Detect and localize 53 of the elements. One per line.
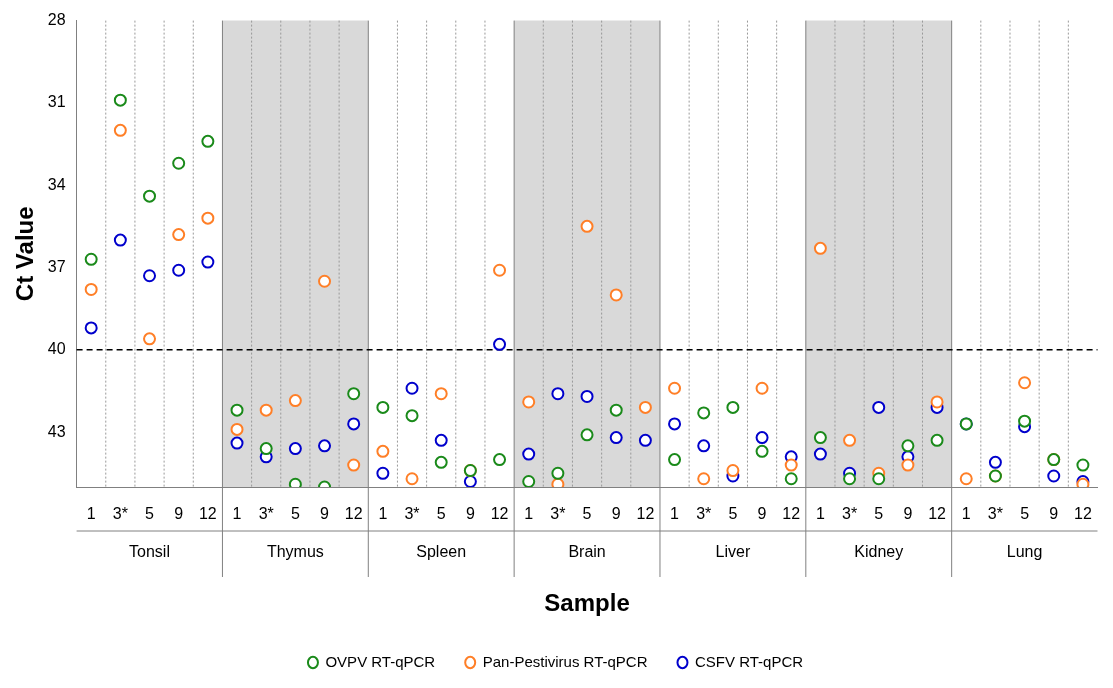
x-tick-label: 3*	[842, 505, 858, 523]
x-tick-label: 12	[782, 505, 801, 523]
x-tick-label: 5	[436, 505, 446, 523]
x-tick-label: 5	[728, 505, 738, 523]
x-tick-label: 3*	[987, 505, 1003, 523]
legend-label: Pan-Pestivirus RT-qPCR	[482, 652, 648, 670]
text: Liver	[715, 543, 751, 561]
x-tick-label: 1	[961, 505, 971, 523]
x-tick-label: 12	[198, 505, 217, 523]
x-tick-label: 3*	[404, 505, 420, 523]
x-tick-label: 9	[757, 505, 767, 523]
x-tick-label: 9	[611, 505, 621, 523]
text: Lung	[1006, 543, 1043, 561]
x-tick-label: 12	[1074, 505, 1092, 523]
x-tick-label: 3*	[258, 505, 274, 523]
x-tick-label: 9	[1049, 505, 1059, 523]
x-tick-label: 12	[928, 505, 947, 523]
y-tick-label: 31	[47, 93, 66, 111]
x-tick-label: 3*	[550, 505, 566, 523]
x-tick-label: 3*	[696, 505, 712, 523]
x-tick-label: 5	[290, 505, 300, 523]
x-tick-label: 1	[86, 505, 96, 523]
y-tick-label: 37	[47, 257, 66, 275]
x-tick-label: 5	[145, 505, 155, 523]
x-tick-label: 9	[174, 505, 184, 523]
text: Thymus	[266, 543, 324, 561]
x-tick-label: 3*	[112, 505, 128, 523]
x-tick-label: 12	[636, 505, 655, 523]
x-tick-label: 1	[524, 505, 534, 523]
y-axis-title: Ct Value	[11, 206, 39, 302]
y-tick-label: 40	[47, 340, 66, 358]
x-tick-label: 5	[582, 505, 592, 523]
text: Kidney	[854, 543, 904, 561]
x-tick-label: 9	[320, 505, 330, 523]
x-tick-label: 9	[465, 505, 475, 523]
x-tick-label: 12	[344, 505, 363, 523]
y-tick-label: 43	[47, 422, 66, 440]
x-tick-label: 5	[874, 505, 884, 523]
x-tick-label: 1	[232, 505, 242, 523]
legend-label: OVPV RT-qPCR	[325, 652, 436, 670]
x-tick-label: 1	[815, 505, 825, 523]
y-tick-label: 34	[47, 175, 66, 193]
y-tick-label: 28	[47, 11, 66, 29]
text: Tonsil	[129, 543, 170, 561]
x-tick-label: 1	[670, 505, 680, 523]
text: Spleen	[416, 543, 467, 561]
x-tick-label: 1	[378, 505, 388, 523]
x-tick-label: 5	[1020, 505, 1030, 523]
x-tick-label: 12	[490, 505, 509, 523]
legend-label: CSFV RT-qPCR	[694, 652, 804, 670]
text: Brain	[568, 543, 606, 561]
x-tick-label: 9	[903, 505, 913, 523]
x-axis-title: Sample	[544, 589, 630, 617]
